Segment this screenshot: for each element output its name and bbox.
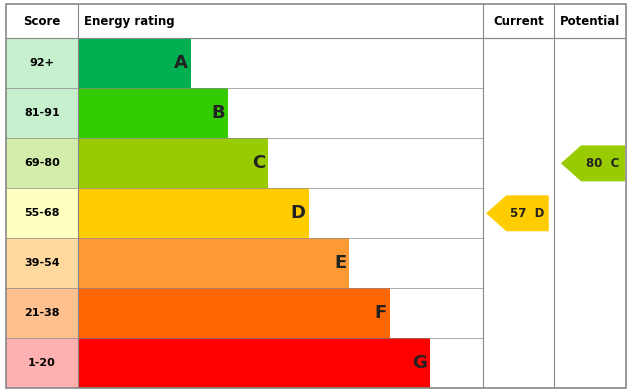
Bar: [6, 288, 78, 338]
Bar: [78, 238, 349, 288]
Text: G: G: [413, 354, 427, 372]
Bar: [6, 138, 78, 188]
Text: 1-20: 1-20: [28, 358, 56, 368]
Text: E: E: [334, 254, 346, 272]
Polygon shape: [486, 195, 549, 231]
Bar: [6, 89, 78, 138]
Bar: [78, 38, 191, 89]
Text: 57  D: 57 D: [511, 207, 545, 220]
Text: 80  C: 80 C: [586, 157, 620, 170]
Text: Score: Score: [23, 15, 61, 28]
Bar: [78, 338, 430, 388]
Text: F: F: [375, 304, 387, 322]
Bar: [78, 188, 309, 238]
Text: Potential: Potential: [560, 15, 620, 28]
Bar: [6, 4, 626, 38]
Text: Energy rating: Energy rating: [83, 15, 174, 28]
Text: D: D: [291, 204, 306, 222]
Text: Current: Current: [494, 15, 544, 28]
Text: 69-80: 69-80: [24, 158, 60, 168]
Polygon shape: [561, 145, 625, 181]
Text: 81-91: 81-91: [24, 109, 60, 118]
Text: 39-54: 39-54: [24, 258, 60, 268]
Bar: [6, 238, 78, 288]
Text: A: A: [174, 54, 188, 73]
Text: 92+: 92+: [30, 58, 54, 69]
Text: B: B: [211, 104, 224, 122]
Bar: [6, 188, 78, 238]
Text: C: C: [252, 154, 265, 172]
Bar: [78, 89, 228, 138]
Text: 21-38: 21-38: [24, 308, 59, 318]
Text: 55-68: 55-68: [24, 208, 59, 218]
Bar: [78, 288, 390, 338]
Bar: [6, 38, 78, 89]
Bar: [6, 338, 78, 388]
Bar: [78, 138, 268, 188]
